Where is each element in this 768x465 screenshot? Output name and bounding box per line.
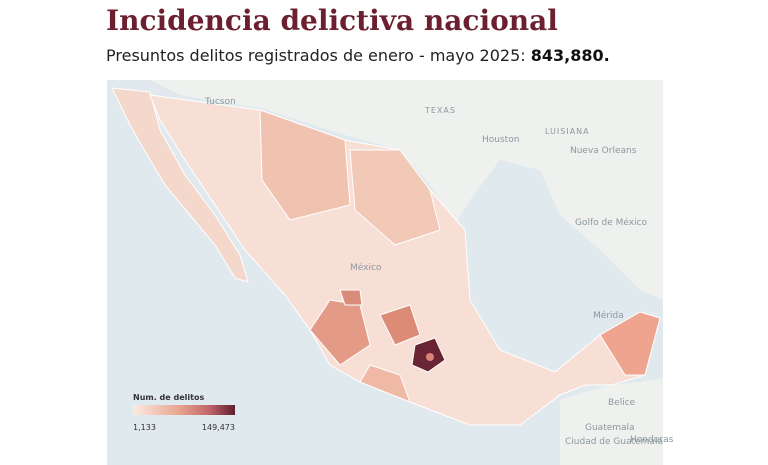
basemap-label: Houston [482,135,519,145]
state [599,311,661,376]
state [349,149,441,246]
state [379,304,421,346]
central-america-land [560,378,663,465]
basemap-label: Nueva Orleans [570,146,637,156]
basemap-label: LUISIANA [545,127,590,136]
basemap-label: Tucson [204,97,236,107]
title: Incidencia delictiva nacional [106,4,558,37]
legend-title: Num. de delitos [133,393,204,402]
state [359,364,411,403]
usa-land [107,80,663,300]
basemap-label: Honduras [630,435,674,445]
total: 843,880. [530,46,610,65]
state [339,289,363,306]
basemap-label: Mérida [593,310,624,321]
state [426,353,434,361]
basemap-label: Belice [608,398,636,408]
subtitle: Presuntos delitos registrados de enero -… [106,46,610,65]
state [309,299,371,366]
legend-min: 1,133 [133,423,156,432]
legend-scale [133,405,235,415]
basemap-label: Golfo de México [575,217,648,228]
basemap-label: México [350,262,382,273]
basemap-label: TEXAS [424,106,456,115]
legend-max: 149,473 [202,423,235,432]
basemap-label: Guatemala [585,423,635,433]
subtitle-text: Presuntos delitos registrados de enero -… [106,46,526,65]
basemap-label: Ciudad de Guatemala [565,437,663,447]
state [259,109,351,221]
baja [111,87,249,283]
